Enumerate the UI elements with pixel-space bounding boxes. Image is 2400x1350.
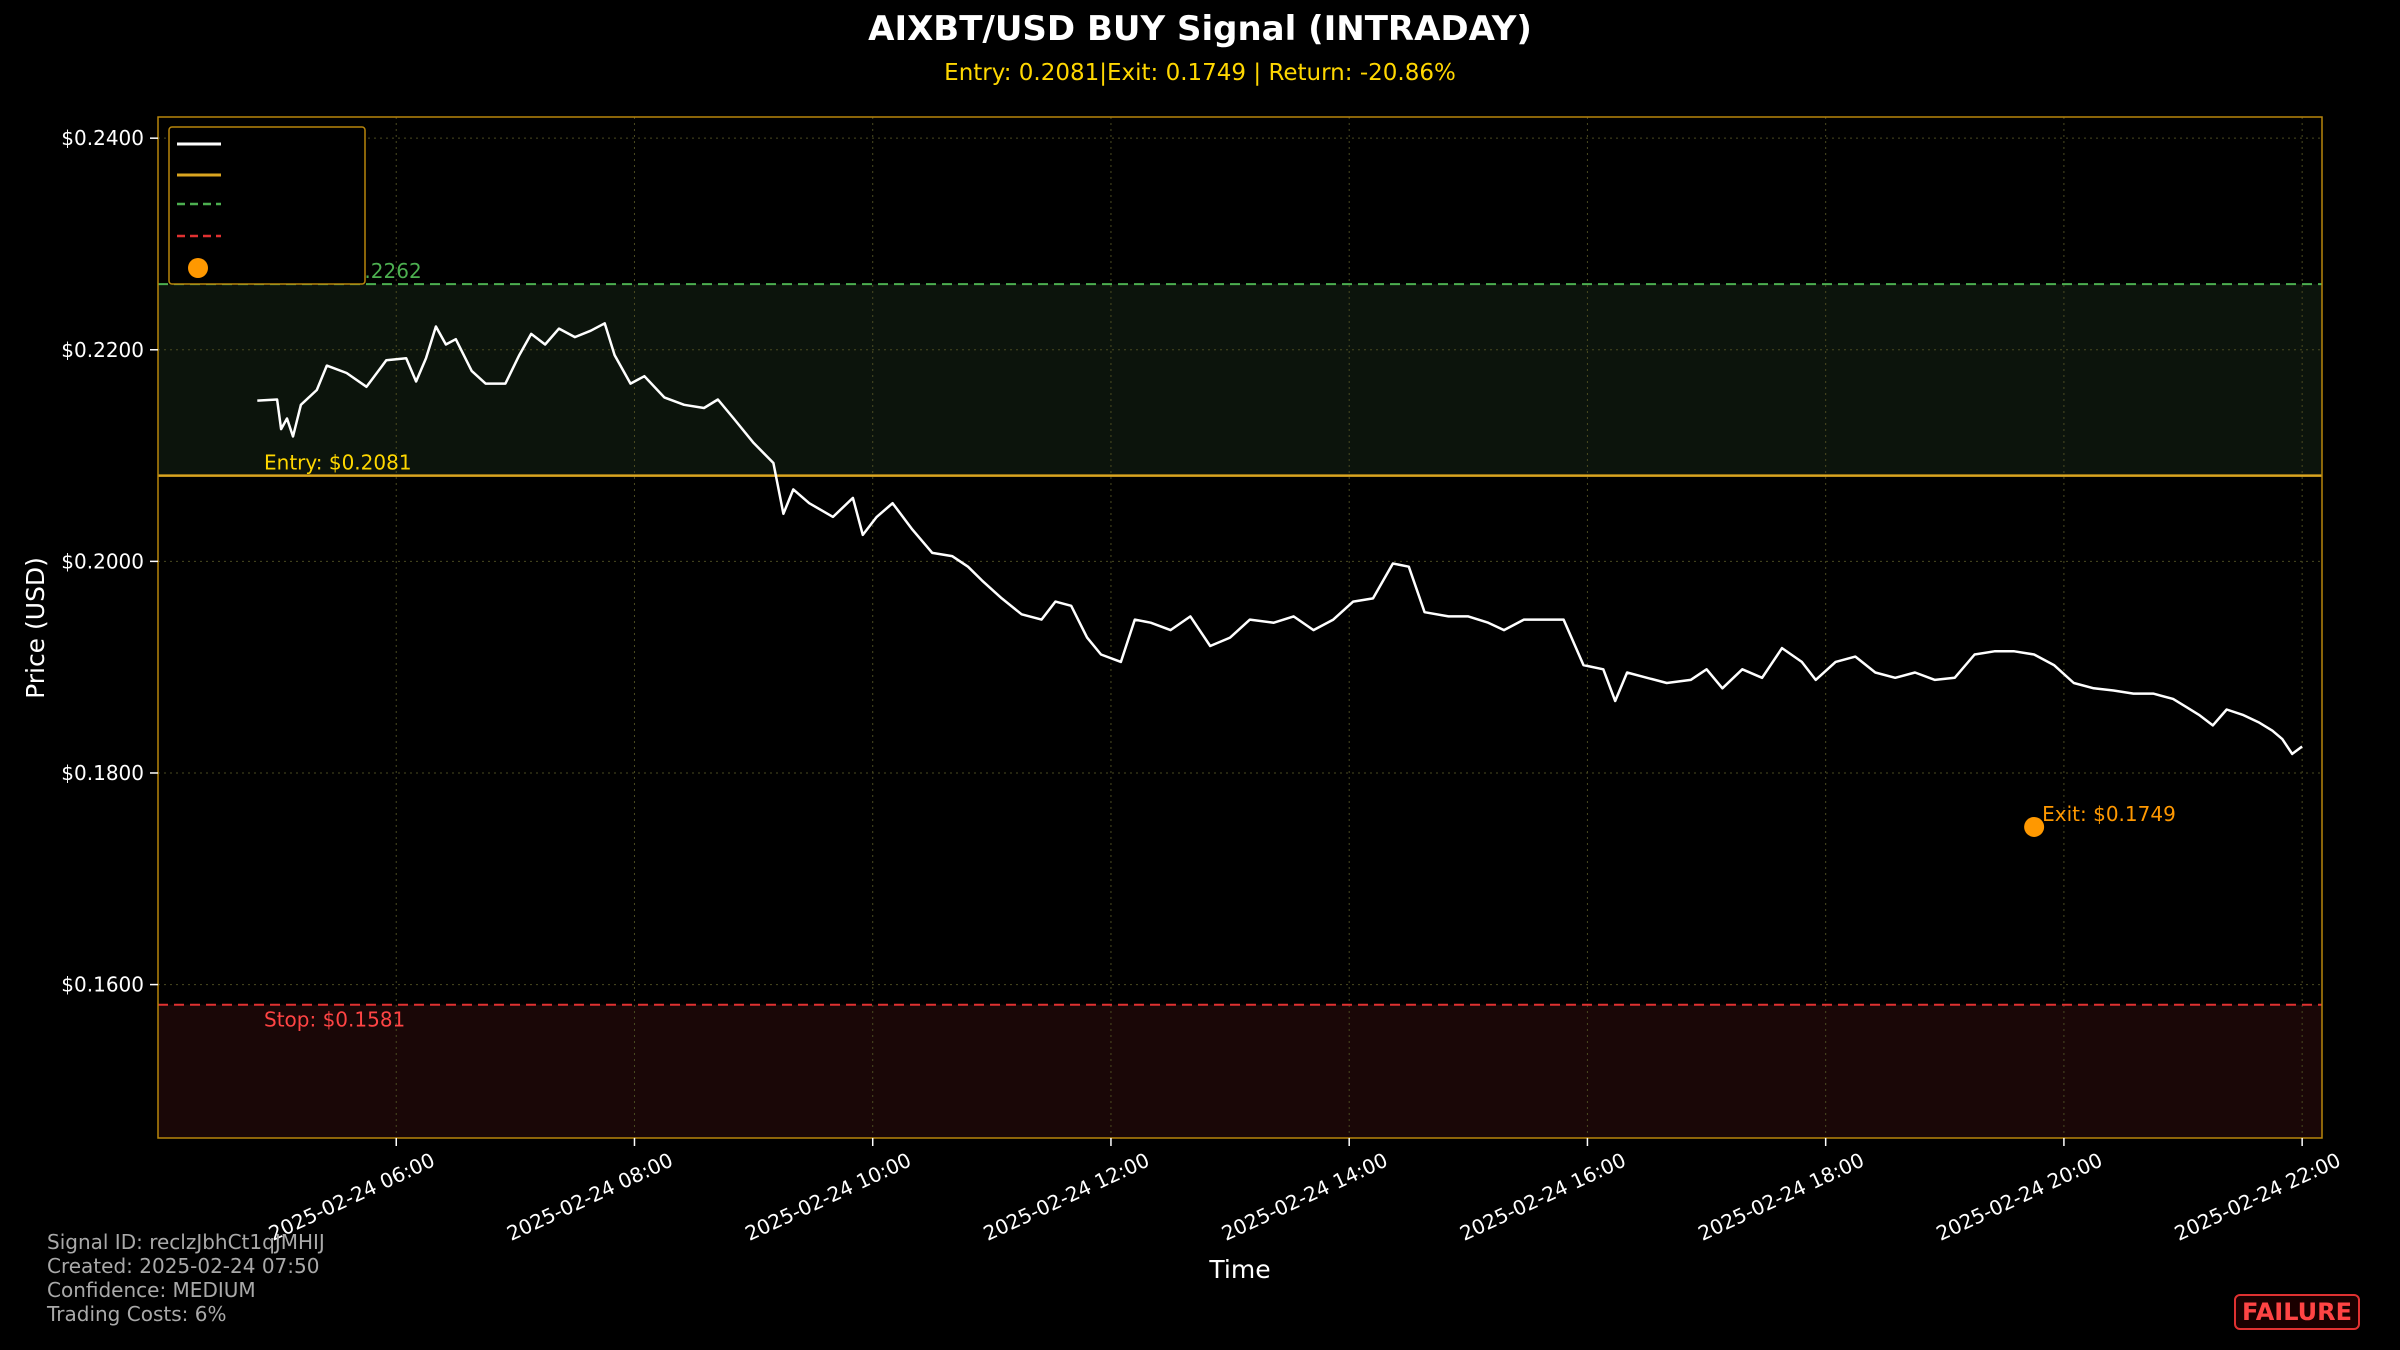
plot-frame — [157, 116, 2323, 1139]
axes-frame — [157, 116, 2323, 1139]
y-tick-label: $0.1800 — [61, 761, 144, 785]
status-badge: FAILURE — [2234, 1294, 2360, 1330]
x-tick-label: 2025-02-24 08:00 — [503, 1148, 676, 1246]
chart-subtitle: Entry: 0.2081|Exit: 0.1749 | Return: -20… — [944, 60, 1456, 86]
x-tick-label: 2025-02-24 18:00 — [1694, 1148, 1867, 1246]
signal-info: Signal ID: reclzJbhCt1qJMHIJ Created: 20… — [46, 1230, 325, 1326]
y-tick-label: $0.1600 — [61, 973, 144, 997]
trading-costs-text: Trading Costs: 6% — [46, 1302, 226, 1326]
y-tick-label: $0.2400 — [61, 126, 144, 150]
y-tick-label: $0.2000 — [61, 549, 144, 573]
target-zone — [158, 284, 2322, 476]
price-line — [257, 322, 2303, 756]
y-axis-ticks: $0.1600 $0.1800 $0.2000 $0.2200 $0.2400 — [61, 126, 158, 997]
level-zones — [158, 284, 2322, 1138]
y-tick-label: $0.2200 — [61, 338, 144, 362]
x-tick-label: 2025-02-24 20:00 — [1933, 1148, 2106, 1246]
legend-box — [168, 126, 366, 285]
stop-zone — [158, 1004, 2322, 1138]
x-axis-label: Time — [1208, 1255, 1270, 1284]
chart-title: AIXBT/USD BUY Signal (INTRADAY) — [868, 9, 1532, 49]
signal-id-text: Signal ID: reclzJbhCt1qJMHIJ — [47, 1230, 325, 1254]
exit-label: Exit: $0.1749 — [2042, 802, 2176, 826]
x-tick-label: 2025-02-24 10:00 — [741, 1148, 914, 1246]
x-tick-label: 2025-02-24 16:00 — [1456, 1148, 1629, 1246]
y-axis-label: Price (USD) — [21, 557, 50, 699]
created-text: Created: 2025-02-24 07:50 — [47, 1254, 319, 1278]
stop-label: Stop: $0.1581 — [264, 1008, 405, 1032]
x-tick-label: 2025-02-24 12:00 — [980, 1148, 1153, 1246]
legend-exit-handle — [188, 258, 208, 278]
x-axis-ticks: 2025-02-24 06:00 2025-02-24 08:00 2025-02-… — [265, 1138, 2344, 1246]
grid-lines — [158, 117, 2322, 1138]
confidence-text: Confidence: MEDIUM — [47, 1278, 256, 1302]
price-series — [257, 322, 2303, 756]
exit-marker — [2024, 816, 2045, 837]
x-tick-label: 2025-02-24 22:00 — [2171, 1148, 2344, 1246]
x-tick-label: 2025-02-24 14:00 — [1218, 1148, 1391, 1246]
exit-marker-group: Exit: $0.1749 — [2024, 802, 2176, 837]
legend — [168, 126, 366, 285]
entry-label: Entry: $0.2081 — [264, 451, 412, 475]
